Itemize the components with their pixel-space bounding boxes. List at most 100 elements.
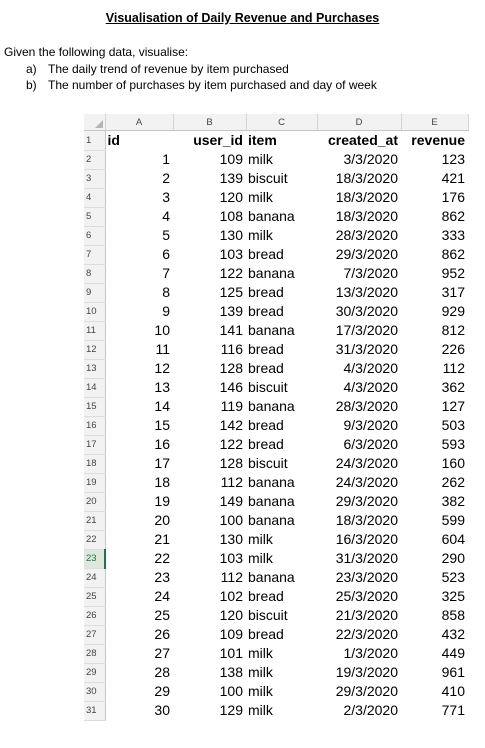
column-header-d[interactable]: D: [317, 114, 402, 131]
select-all-corner[interactable]: [84, 114, 106, 131]
cell[interactable]: 9: [162, 303, 170, 319]
cell[interactable]: 112: [220, 474, 243, 490]
cell[interactable]: bread: [248, 284, 284, 300]
row-number[interactable]: 5: [84, 207, 106, 227]
cell[interactable]: 7/3/2020: [343, 265, 399, 281]
cell[interactable]: biscuit: [248, 170, 288, 186]
cell[interactable]: milk: [248, 189, 273, 205]
cell[interactable]: milk: [248, 683, 273, 699]
cell[interactable]: 382: [441, 493, 465, 509]
cell[interactable]: milk: [248, 151, 273, 167]
cell[interactable]: 26: [154, 626, 170, 642]
cell[interactable]: bread: [248, 588, 284, 604]
cell[interactable]: 102: [219, 588, 243, 604]
cell[interactable]: milk: [248, 664, 273, 680]
cell[interactable]: 4: [162, 208, 170, 224]
cell[interactable]: 28/3/2020: [335, 227, 398, 243]
cell[interactable]: 120: [219, 607, 243, 623]
column-header-b[interactable]: B: [173, 114, 247, 131]
cell[interactable]: 10: [154, 322, 170, 338]
row-number[interactable]: 12: [84, 340, 106, 360]
cell[interactable]: 108: [219, 208, 243, 224]
cell[interactable]: 138: [219, 664, 243, 680]
cell[interactable]: 22: [154, 550, 170, 566]
cell[interactable]: 18/3/2020: [335, 208, 398, 224]
row-number[interactable]: 26: [84, 606, 106, 626]
cell[interactable]: 21: [154, 531, 170, 547]
cell[interactable]: bread: [248, 417, 284, 433]
cell[interactable]: 23: [154, 569, 170, 585]
row-number[interactable]: 2: [84, 150, 106, 170]
cell[interactable]: 523: [441, 569, 465, 585]
cell[interactable]: 31/3/2020: [335, 550, 398, 566]
cell[interactable]: 812: [441, 322, 465, 338]
cell[interactable]: 17/3/2020: [335, 322, 398, 338]
cell[interactable]: milk: [248, 645, 273, 661]
cell[interactable]: 8: [162, 284, 170, 300]
cell[interactable]: banana: [248, 208, 295, 224]
cell[interactable]: milk: [248, 227, 273, 243]
cell[interactable]: banana: [248, 398, 295, 414]
cell[interactable]: bread: [248, 246, 284, 262]
cell[interactable]: bread: [248, 341, 284, 357]
cell[interactable]: banana: [248, 569, 295, 585]
row-number[interactable]: 18: [84, 454, 106, 474]
cell[interactable]: 3: [162, 189, 170, 205]
cell[interactable]: 30: [154, 702, 170, 718]
row-number[interactable]: 21: [84, 511, 106, 531]
cell[interactable]: 12: [154, 360, 170, 376]
cell[interactable]: 142: [219, 417, 243, 433]
cell[interactable]: 100: [219, 512, 243, 528]
cell[interactable]: 25/3/2020: [335, 588, 398, 604]
cell[interactable]: 410: [441, 683, 465, 699]
row-number[interactable]: 19: [84, 473, 106, 493]
cell[interactable]: 3/3/2020: [343, 151, 399, 167]
cell[interactable]: 432: [441, 626, 465, 642]
row-number[interactable]: 27: [84, 625, 106, 645]
cell[interactable]: bread: [248, 626, 284, 642]
row-number[interactable]: 20: [84, 492, 106, 512]
cell[interactable]: 149: [219, 493, 243, 509]
row-number[interactable]: 14: [84, 378, 106, 398]
cell[interactable]: 18: [154, 474, 170, 490]
cell[interactable]: 103: [219, 550, 243, 566]
cell[interactable]: 109: [219, 626, 243, 642]
cell[interactable]: 952: [441, 265, 465, 281]
cell[interactable]: 449: [441, 645, 465, 661]
row-number[interactable]: 8: [84, 264, 106, 284]
column-header-a[interactable]: A: [105, 114, 174, 131]
row-number[interactable]: 17: [84, 435, 106, 455]
row-number[interactable]: 24: [84, 568, 106, 588]
cell[interactable]: 604: [441, 531, 465, 547]
cell[interactable]: 146: [219, 379, 243, 395]
cell[interactable]: 176: [441, 189, 465, 205]
cell[interactable]: 18/3/2020: [335, 512, 398, 528]
row-number[interactable]: 10: [84, 302, 106, 322]
cell[interactable]: 130: [219, 531, 243, 547]
cell[interactable]: bread: [248, 436, 284, 452]
cell[interactable]: 21/3/2020: [335, 607, 398, 623]
cell[interactable]: 7: [162, 265, 170, 281]
cell[interactable]: 13: [154, 379, 170, 395]
cell[interactable]: 101: [219, 645, 243, 661]
cell[interactable]: banana: [248, 493, 295, 509]
cell[interactable]: 503: [441, 417, 465, 433]
cell[interactable]: 29/3/2020: [335, 683, 398, 699]
cell[interactable]: 4/3/2020: [343, 379, 399, 395]
cell[interactable]: 29/3/2020: [335, 246, 398, 262]
cell[interactable]: 20: [154, 512, 170, 528]
cell[interactable]: 29/3/2020: [335, 493, 398, 509]
cell[interactable]: 24/3/2020: [335, 455, 398, 471]
cell[interactable]: banana: [248, 322, 295, 338]
cell[interactable]: 24/3/2020: [335, 474, 398, 490]
cell[interactable]: 5: [162, 227, 170, 243]
cell[interactable]: 30/3/2020: [335, 303, 398, 319]
cell[interactable]: 19: [154, 493, 170, 509]
cell[interactable]: 421: [441, 170, 465, 186]
row-number[interactable]: 13: [84, 359, 106, 379]
cell[interactable]: 18/3/2020: [335, 189, 398, 205]
cell[interactable]: 929: [441, 303, 465, 319]
cell[interactable]: item: [248, 132, 277, 148]
row-number[interactable]: 31: [84, 701, 106, 721]
cell[interactable]: 599: [441, 512, 465, 528]
